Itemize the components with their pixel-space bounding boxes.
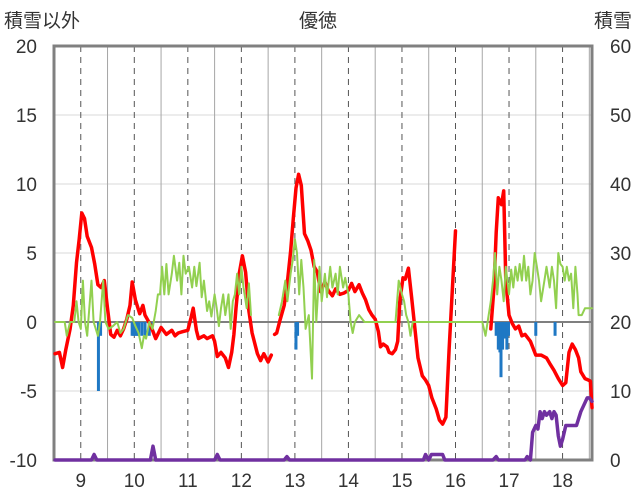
grid <box>52 44 594 462</box>
light_green-line <box>277 238 593 380</box>
precip-bar <box>130 322 134 336</box>
y-right-tick-label: 30 <box>610 244 631 265</box>
x-tick-label: 17 <box>498 471 519 492</box>
precip-bar <box>534 322 538 336</box>
right-axis-title: 積雪 <box>594 10 632 32</box>
left-axis-title: 積雪以外 <box>4 10 80 32</box>
precipitation-bars <box>96 322 557 391</box>
y-left-tick-label: 5 <box>26 244 37 265</box>
chart-title: 優徳 <box>299 10 337 32</box>
x-tick-label: 18 <box>552 471 573 492</box>
y-left-tick-label: -5 <box>20 382 37 403</box>
precip-bar <box>494 322 498 336</box>
precip-bar <box>502 322 506 336</box>
x-tick-label: 15 <box>391 471 412 492</box>
precip-bar <box>96 322 100 391</box>
x-tick-label: 12 <box>231 471 252 492</box>
precip-bar <box>143 322 147 336</box>
x-tick-label: 10 <box>124 471 145 492</box>
x-tick-label: 13 <box>284 471 305 492</box>
x-tick-label: 11 <box>178 471 198 492</box>
precip-bar <box>140 322 144 336</box>
y-right-tick-label: 20 <box>610 313 631 334</box>
y-left-tick-label: 0 <box>26 313 37 334</box>
x-tick-label: 14 <box>338 471 360 492</box>
precip-bar <box>133 322 137 336</box>
x-tick-label: 9 <box>75 471 86 492</box>
y-right-tick-label: 10 <box>610 382 631 403</box>
temperature-line <box>272 172 458 426</box>
temperature-line <box>489 189 594 410</box>
precip-bar <box>294 322 298 350</box>
precip-bar <box>147 322 151 336</box>
y-right-tick-label: 0 <box>610 451 621 472</box>
precip-bar <box>296 322 300 336</box>
y-right-tick-label: 40 <box>610 175 631 196</box>
y-left-tick-label: 10 <box>16 175 37 196</box>
y-left-tick-label: 20 <box>16 37 37 58</box>
series-lines <box>53 172 594 462</box>
precip-bar <box>506 322 510 336</box>
y-right-tick-label: 50 <box>610 106 631 127</box>
snow_depth-line <box>53 396 594 462</box>
y-right-tick-label: 60 <box>610 37 631 58</box>
precip-bar <box>553 322 557 336</box>
x-tick-label: 16 <box>445 471 466 492</box>
y-left-tick-label: 15 <box>16 106 37 127</box>
precip-bar <box>99 322 103 336</box>
y-left-tick-label: -10 <box>10 451 37 472</box>
precip-bar <box>503 322 507 339</box>
precip-bar <box>496 322 500 350</box>
precip-bar <box>132 322 136 336</box>
temperature-line <box>53 211 274 370</box>
precip-bar <box>137 322 141 336</box>
precip-bar <box>505 322 509 350</box>
precip-bar <box>499 322 503 378</box>
light_green-line <box>54 254 252 350</box>
